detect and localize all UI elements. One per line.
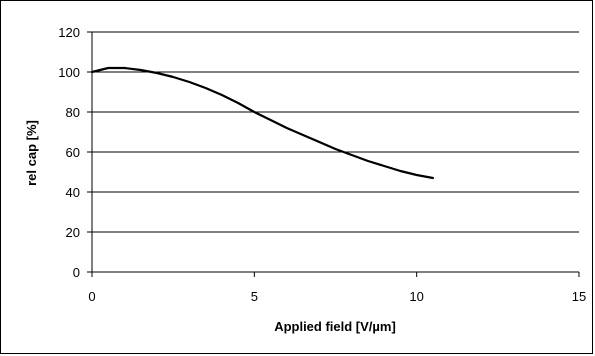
axes [87,31,580,277]
y-tick-label: 100 [58,65,80,80]
series-line-0 [90,66,434,180]
series-group [90,66,434,180]
y-axis-title: rel cap [%] [24,120,39,186]
x-tick-label: 10 [409,289,423,304]
x-tick-label: 5 [251,289,258,304]
y-tick-label: 80 [66,105,80,120]
x-axis-title: Applied field [V/µm] [274,319,396,334]
y-tick-label: 0 [73,265,80,280]
y-tick-label: 60 [66,145,80,160]
y-tick-labels: 0 20 40 60 80 100 120 [58,25,80,280]
gridlines [92,31,579,233]
y-tick-label: 20 [66,225,80,240]
x-tick-label: 0 [88,289,95,304]
x-tick-label: 15 [572,289,586,304]
y-tick-label: 120 [58,25,80,40]
x-tick-labels: 0 5 10 15 [88,289,586,304]
y-tick-label: 40 [66,185,80,200]
